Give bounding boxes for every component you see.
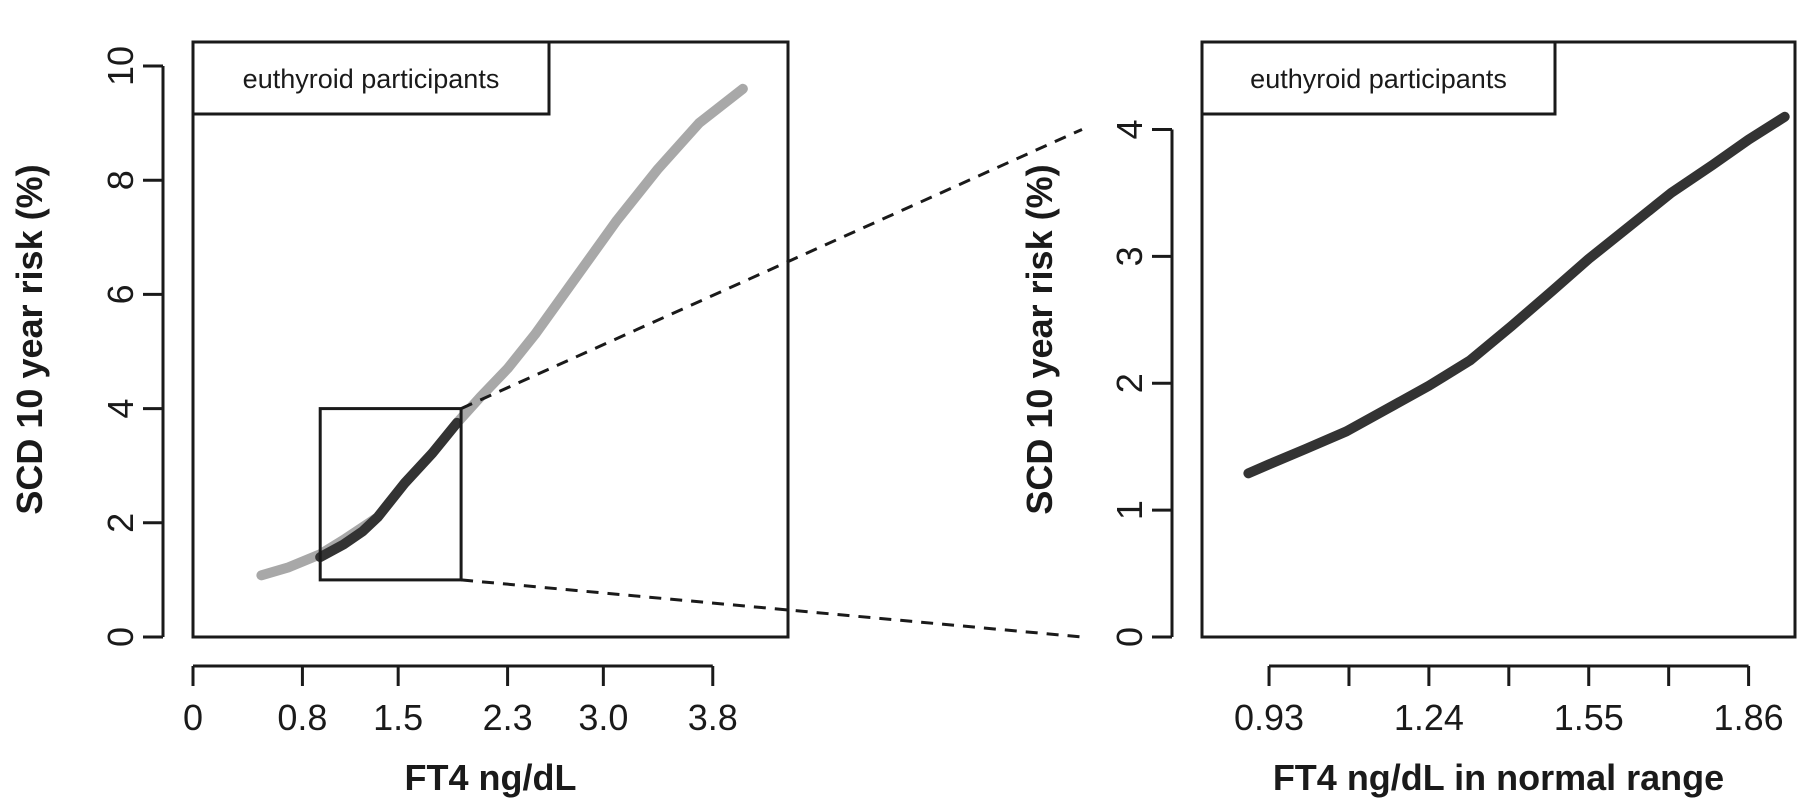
x-tick-label: 1.86 (1714, 697, 1784, 738)
zoom-connector-top (460, 128, 1083, 410)
y-tick-label: 8 (100, 170, 141, 190)
y-tick-label: 2 (100, 513, 141, 533)
zoom-connector-bottom (460, 578, 1083, 639)
y-tick-label: 0 (100, 627, 141, 647)
series-line-1 (315, 417, 462, 563)
x-axis-title: FT4 ng/dL (405, 757, 577, 798)
series-line-0 (1243, 111, 1790, 479)
legend-label: euthyroid participants (1250, 64, 1507, 94)
legend-box (1200, 40, 1557, 116)
x-tick-label: 3.0 (578, 697, 628, 738)
y-tick-label: 2 (1109, 373, 1150, 393)
y-axis-title: SCD 10 year risk (%) (1019, 164, 1060, 514)
legend-label: euthyroid participants (243, 64, 500, 94)
x-tick-label: 1.55 (1554, 697, 1624, 738)
y-tick-label: 1 (1109, 500, 1150, 520)
y-axis-title: SCD 10 year risk (%) (9, 164, 50, 514)
y-tick-label: 6 (100, 284, 141, 304)
y-tick-label: 3 (1109, 246, 1150, 266)
panel-right: 0 1 2 3 4 0.93 1.24 1.55 1.86 SCD 10 year risk (%… (1019, 40, 1797, 798)
x-tick-label: 3.8 (688, 697, 738, 738)
y-tick-label: 4 (1109, 119, 1150, 139)
x-tick-label: 1.24 (1394, 697, 1464, 738)
panel-left: 0 2 4 6 8 10 0 0.8 1.5 2.3 3.0 3.8 SCD 10 year risk … (9, 40, 790, 798)
zoom-box (318, 407, 463, 582)
y-tick-label: 0 (1109, 627, 1150, 647)
x-tick-label: 1.5 (373, 697, 423, 738)
plot-frame (191, 40, 790, 639)
x-tick-label: 0.93 (1234, 697, 1304, 738)
x-tick-label: 0 (183, 697, 203, 738)
series-line-0 (256, 83, 748, 581)
x-tick-label: 0.8 (277, 697, 327, 738)
y-tick-label: 4 (100, 399, 141, 419)
x-tick-label: 2.3 (483, 697, 533, 738)
x-axis-title: FT4 ng/dL in normal range (1273, 757, 1724, 798)
legend-box (191, 40, 551, 116)
y-tick-label: 10 (100, 46, 141, 86)
